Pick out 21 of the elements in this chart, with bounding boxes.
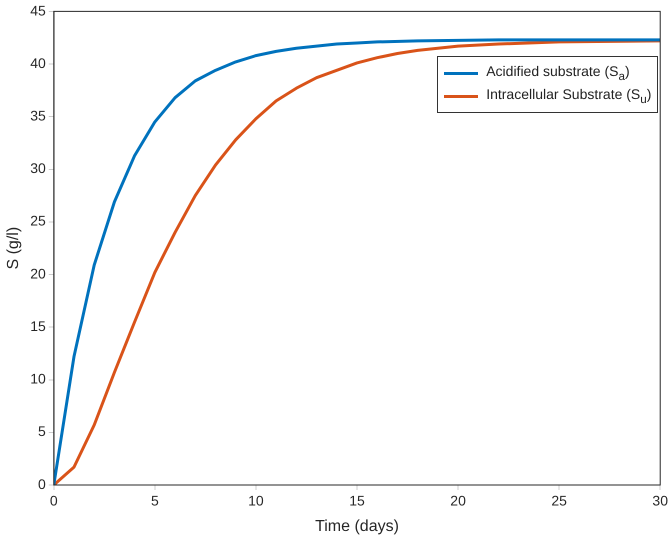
x-tick-label: 5 bbox=[150, 492, 159, 508]
x-tick-label: 0 bbox=[50, 492, 58, 508]
x-tick-label: 25 bbox=[551, 492, 568, 508]
y-tick-label: 20 bbox=[30, 265, 46, 282]
y-tick-label: 15 bbox=[30, 318, 46, 334]
legend-label: Acidified substrate (S$_{a}$) bbox=[486, 63, 630, 84]
y-tick-label: 35 bbox=[30, 108, 46, 124]
x-tick-label: 10 bbox=[248, 492, 264, 508]
y-tick-label: 45 bbox=[30, 2, 46, 18]
y-tick-label: 40 bbox=[30, 54, 46, 71]
y-tick-label: 5 bbox=[38, 423, 46, 440]
x-tick-label: 30 bbox=[652, 492, 668, 508]
x-axis-title: Time (days) bbox=[315, 518, 399, 535]
y-tick-label: 0 bbox=[38, 476, 46, 492]
y-tick-label: 25 bbox=[30, 212, 46, 229]
y-axis-title: S (g/l) bbox=[5, 226, 22, 270]
legend-label: Intracellular Substrate (S$_{u}$) bbox=[486, 86, 652, 106]
y-tick-label: 30 bbox=[30, 160, 46, 176]
y-tick-label: 10 bbox=[30, 370, 46, 387]
x-tick-label: 15 bbox=[349, 492, 365, 508]
x-tick-label: 20 bbox=[450, 492, 466, 508]
